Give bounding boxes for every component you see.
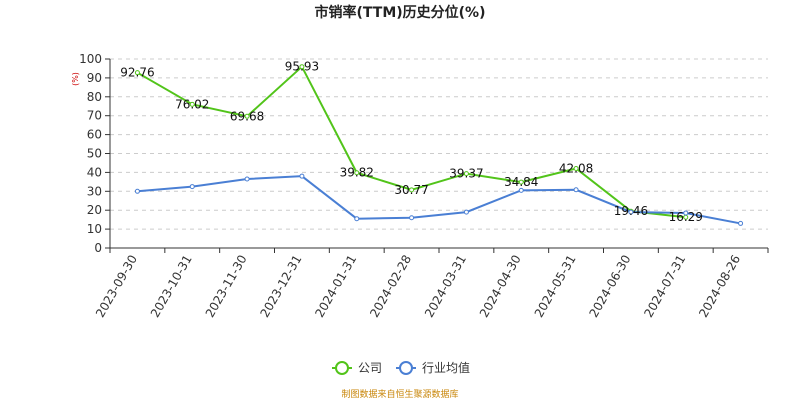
source-note: 制图数据来自恒生聚源数据库 xyxy=(341,388,458,400)
series-1-point-11 xyxy=(738,220,744,226)
series-0-point-8 xyxy=(573,165,579,171)
x-tick-label-5: 2024-02-28 xyxy=(367,253,414,320)
series-1-point-10 xyxy=(683,210,689,216)
x-tick-label-0: 2023-09-30 xyxy=(93,253,140,320)
x-tick-label-8: 2024-05-31 xyxy=(532,253,579,320)
y-tick-label-1: 10 xyxy=(87,222,102,236)
series-1-point-5 xyxy=(409,215,415,221)
data-label-0-2: 69.68 xyxy=(230,109,264,123)
data-label-0-3: 95.93 xyxy=(285,60,319,74)
data-label-0-0: 92.76 xyxy=(120,66,154,80)
series-0-point-3 xyxy=(299,64,305,70)
data-labels: 92.76 76.02 69.68 95.93 39.82 30.77 39.37 34.84… xyxy=(120,60,703,225)
series-1-point-1 xyxy=(189,184,195,190)
x-tick-label-6: 2024-03-31 xyxy=(422,252,469,319)
y-tick-label-10: 100 xyxy=(79,52,102,66)
y-tick-label-4: 40 xyxy=(87,165,102,179)
data-label-0-5: 30.77 xyxy=(394,183,428,197)
x-tick-label-7: 2024-04-30 xyxy=(477,253,524,320)
legend-item-industry[interactable]: 行业均值 xyxy=(396,360,470,375)
chart-title: 市销率(TTM)历史分位(%) xyxy=(315,4,486,21)
series-0-point-0 xyxy=(134,70,140,76)
legend-marker-industry xyxy=(399,361,413,375)
y-tick-label-6: 60 xyxy=(87,128,102,142)
series-0-point-2 xyxy=(244,113,250,119)
data-label-0-8: 42.08 xyxy=(559,161,593,175)
data-label-0-10: 16.29 xyxy=(669,210,703,224)
series-0-point-6 xyxy=(463,171,469,177)
series-lines xyxy=(134,64,744,226)
series-1-point-6 xyxy=(463,209,469,215)
data-label-0-9: 19.46 xyxy=(614,204,648,218)
series-1-point-3 xyxy=(299,173,305,179)
series-0-point-7 xyxy=(518,179,524,185)
series-1-point-8 xyxy=(573,187,579,193)
y-axis-unit: (%) xyxy=(71,72,80,86)
legend: 公司 行业均值 xyxy=(332,360,470,375)
y-tick-label-2: 20 xyxy=(87,203,102,217)
x-tick-label-2: 2023-11-30 xyxy=(203,252,250,319)
y-tick-label-3: 30 xyxy=(87,184,102,198)
y-tick-label-8: 80 xyxy=(87,90,102,104)
data-label-0-4: 39.82 xyxy=(340,166,374,180)
x-tick-label-9: 2024-06-30 xyxy=(587,253,634,320)
x-tick-label-4: 2024-01-31 xyxy=(312,253,359,320)
y-tick-label-0: 0 xyxy=(94,241,102,255)
data-label-0-6: 39.37 xyxy=(449,167,483,181)
legend-marker-company xyxy=(335,361,349,375)
x-tick-label-11: 2024-08-26 xyxy=(696,253,743,320)
legend-item-company[interactable]: 公司 xyxy=(332,361,382,375)
series-0-point-4 xyxy=(354,170,360,176)
legend-label-industry: 行业均值 xyxy=(422,360,470,375)
data-label-0-1: 76.02 xyxy=(175,97,209,111)
series-0-point-5 xyxy=(409,187,415,193)
series-1-point-2 xyxy=(244,176,250,182)
y-tick-label-5: 50 xyxy=(87,147,102,161)
x-tick-label-1: 2023-10-31 xyxy=(148,253,195,320)
series-1-point-4 xyxy=(354,216,360,222)
series-1-point-7 xyxy=(518,187,524,193)
x-tick-label-3: 2023-12-31 xyxy=(258,253,305,320)
series-line-1 xyxy=(137,175,741,225)
legend-label-company: 公司 xyxy=(358,361,382,375)
x-tick-label-10: 2024-07-31 xyxy=(641,253,688,320)
series-1-point-0 xyxy=(134,188,140,194)
series-0-point-1 xyxy=(189,101,195,107)
y-tick-label-9: 90 xyxy=(87,71,102,85)
series-1-point-9 xyxy=(628,209,634,215)
grid-lines xyxy=(110,58,768,230)
data-label-0-7: 34.84 xyxy=(504,175,538,189)
y-tick-label-7: 70 xyxy=(87,109,102,123)
